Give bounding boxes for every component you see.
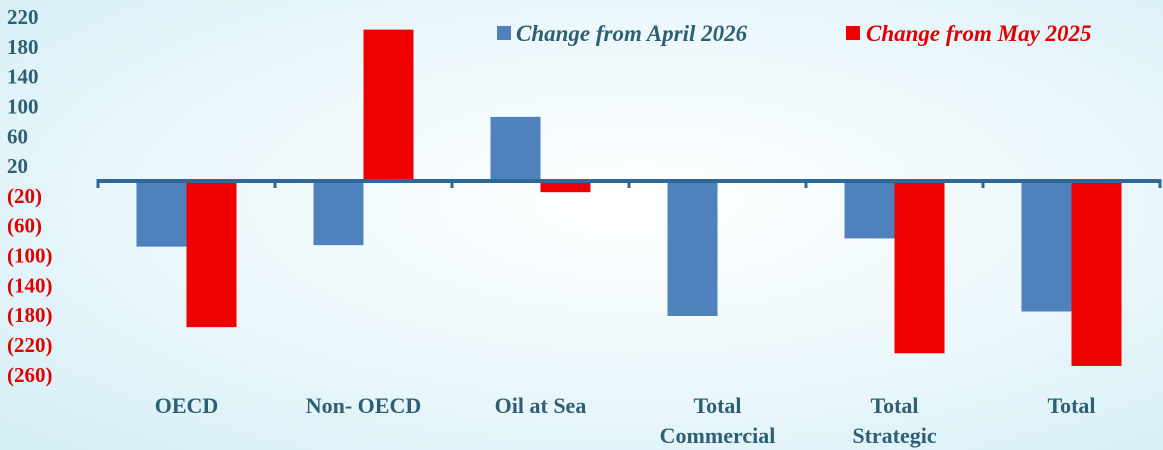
bar-change-from-april — [490, 116, 541, 181]
y-tick-label: 220 — [7, 5, 39, 29]
bar-change-from-april — [136, 181, 187, 247]
x-axis — [96, 179, 1162, 188]
y-tick-label: 180 — [7, 35, 39, 59]
bar-change-from-may — [1071, 181, 1122, 366]
y-tick-label: (60) — [7, 214, 42, 238]
y-tick-label: 60 — [7, 124, 28, 148]
bars — [136, 29, 1122, 366]
y-tick-label: 140 — [7, 65, 39, 89]
y-tick-label: (140) — [7, 273, 53, 297]
y-axis-ticks: 220 180 140 100 60 20 (20) (60) (100) (140) (180) (… — [7, 5, 53, 387]
bar-change-from-may — [540, 181, 591, 193]
category-labels: OECD Non- OECD Oil at Sea Total Commercial To… — [155, 393, 1096, 448]
legend-swatch — [846, 26, 860, 40]
legend-label: Change from May 2025 — [866, 21, 1092, 46]
legend-label: Change from April 2026 — [516, 21, 748, 46]
bar-change-from-may — [894, 181, 945, 354]
category-label: OECD — [155, 393, 219, 418]
bar-change-from-april — [667, 181, 718, 316]
category-label: Non- OECD — [306, 393, 422, 418]
bar-change-from-april — [313, 181, 364, 246]
y-tick-label: (180) — [7, 303, 53, 327]
y-tick-label: (20) — [7, 184, 42, 208]
y-tick-label: (100) — [7, 244, 53, 268]
bar-change-from-april — [1021, 181, 1072, 312]
y-tick-label: (260) — [7, 363, 53, 387]
category-label: Strategic — [852, 423, 937, 448]
bar-change-from-april — [844, 181, 895, 239]
legend: Change from April 2026 Change from May 20… — [497, 21, 1092, 46]
category-label: Total — [693, 393, 741, 418]
category-label: Total — [870, 393, 918, 418]
category-label: Oil at Sea — [495, 393, 587, 418]
category-label: Commercial — [660, 423, 776, 448]
category-label: Total — [1047, 393, 1095, 418]
y-tick-label: 100 — [7, 94, 39, 118]
bar-change-from-may — [186, 181, 237, 328]
bar-change-from-may — [363, 29, 414, 182]
legend-swatch — [497, 26, 511, 40]
y-tick-label: (220) — [7, 333, 53, 357]
y-tick-label: 20 — [7, 154, 28, 178]
